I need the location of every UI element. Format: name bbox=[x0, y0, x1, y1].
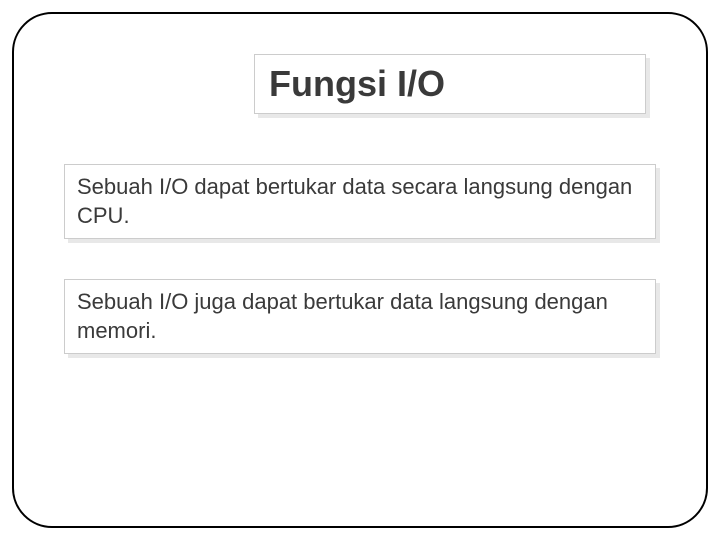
slide-frame: Fungsi I/O Sebuah I/O dapat bertukar dat… bbox=[12, 12, 708, 528]
paragraph-1-text: Sebuah I/O dapat bertukar data secara la… bbox=[64, 164, 656, 239]
paragraph-box-1: Sebuah I/O dapat bertukar data secara la… bbox=[64, 164, 656, 239]
paragraph-2-text: Sebuah I/O juga dapat bertukar data lang… bbox=[64, 279, 656, 354]
paragraph-box-2: Sebuah I/O juga dapat bertukar data lang… bbox=[64, 279, 656, 354]
slide-title: Fungsi I/O bbox=[254, 54, 646, 114]
title-box: Fungsi I/O bbox=[254, 54, 646, 114]
